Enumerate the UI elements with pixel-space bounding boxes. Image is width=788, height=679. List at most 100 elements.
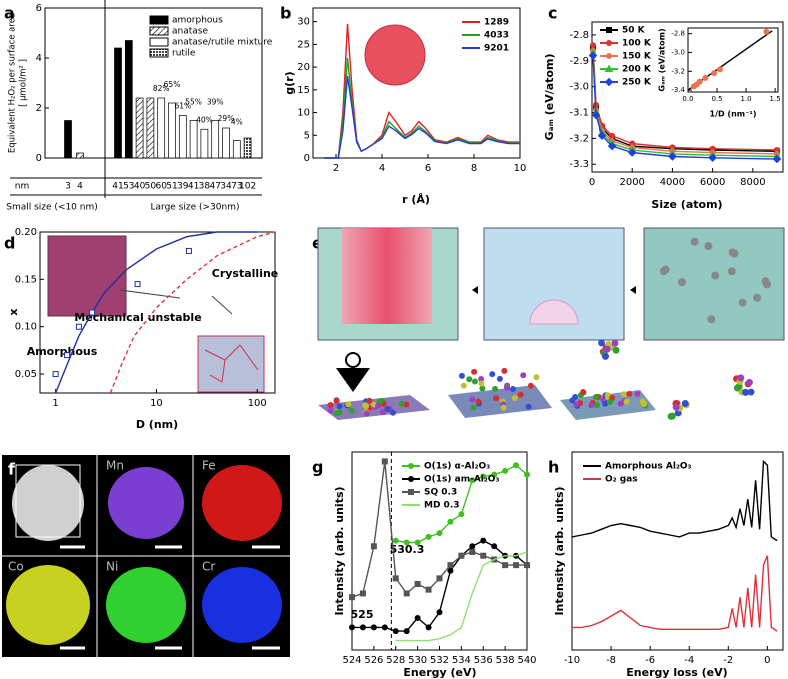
y-tick-label: 2	[36, 103, 42, 114]
y-tick-label: 0.20	[15, 227, 37, 238]
particle	[362, 402, 369, 409]
x-tick-label: 60	[155, 182, 167, 192]
particle	[503, 384, 510, 391]
marker	[708, 153, 717, 162]
series-line	[395, 551, 528, 642]
roi	[15, 464, 81, 538]
particle	[492, 385, 499, 392]
x-tick-label: 10	[514, 163, 527, 174]
bar	[76, 152, 84, 159]
marker	[381, 624, 388, 631]
x-tick-label: 34	[220, 182, 232, 192]
panel-label: b	[280, 4, 291, 23]
panel-label: h	[548, 458, 559, 477]
legend-swatch	[149, 37, 169, 47]
marker	[359, 590, 366, 597]
x-tick-label: 1	[52, 398, 58, 409]
legend-label: 1289	[484, 18, 509, 28]
marker	[436, 530, 443, 537]
bar	[124, 40, 133, 159]
x-tick-label: 530	[408, 655, 427, 666]
cluster-atom	[711, 271, 720, 280]
cluster-atom	[742, 388, 750, 396]
particle	[496, 375, 503, 382]
y-tick-label: 25	[297, 39, 310, 50]
particle	[511, 395, 518, 402]
map-label: Ni	[106, 560, 118, 574]
marker	[185, 247, 192, 254]
particle	[634, 391, 641, 398]
x-tick-label: 536	[474, 655, 493, 666]
pointer	[119, 289, 181, 299]
particle	[333, 397, 340, 404]
cr-map	[202, 567, 282, 643]
particle	[389, 409, 396, 416]
marker	[502, 467, 509, 474]
particles	[327, 237, 772, 420]
marker	[414, 614, 421, 621]
particle	[376, 398, 383, 405]
laser-beam	[342, 228, 432, 324]
series-line	[109, 231, 276, 394]
arrow	[630, 286, 636, 294]
y-tick-label: -3.4	[671, 86, 685, 94]
cluster-atom	[672, 403, 680, 411]
legend-marker	[408, 476, 414, 482]
cluster-atom	[727, 267, 736, 276]
marker	[414, 539, 421, 546]
marker	[370, 624, 377, 631]
legend-label: rutile	[172, 49, 196, 59]
legend-label: 50 K	[622, 26, 646, 36]
x-tick-label: 1.5	[770, 95, 781, 103]
amorphous-cube	[47, 235, 127, 317]
marker	[425, 533, 432, 540]
cluster-atom	[659, 267, 668, 276]
particle	[639, 398, 646, 405]
x-tick-label: 73	[231, 182, 242, 192]
zoom-arrow	[336, 368, 370, 392]
particle	[493, 395, 500, 402]
legend-label: 4033	[484, 31, 509, 41]
x-tick-label: 2000	[619, 177, 644, 188]
legend-label: O(1s) am-Al₂O₃	[424, 475, 499, 485]
pointer	[211, 295, 233, 315]
x-tick-label: 47	[209, 182, 220, 192]
x-tick-label: 50	[145, 182, 157, 192]
cluster-atom	[603, 345, 611, 353]
x-tick-label: 4000	[660, 177, 685, 188]
annotation: 530.3	[390, 543, 425, 556]
y-tick-label: 20	[297, 62, 310, 73]
x-tick-label: -2	[723, 655, 733, 666]
x-tick-label: 4	[379, 163, 385, 174]
x-tick-label: 0.5	[711, 95, 722, 103]
marker	[711, 70, 718, 77]
legend-marker	[606, 27, 612, 33]
marker	[381, 458, 388, 465]
y-tick-label: -3.1	[569, 108, 589, 119]
y-axis-label: Intensity (arb. units)	[553, 486, 566, 615]
marker	[458, 552, 465, 559]
y-axis-label: [ μmol/m² ]	[19, 59, 29, 107]
fe-map	[202, 465, 282, 541]
haadf-image	[12, 465, 84, 541]
x-tick-label: 102	[239, 182, 256, 192]
particle	[458, 372, 465, 379]
legend-label: 150 K	[622, 52, 652, 62]
particle	[336, 409, 343, 416]
bar	[222, 127, 230, 159]
particle	[517, 391, 524, 398]
x-tick-label: 41	[112, 182, 123, 192]
d-illustrations	[47, 235, 265, 393]
y-tick-label: 0.10	[15, 322, 37, 333]
marker	[491, 543, 498, 550]
group-label: Large size (>30nm)	[151, 203, 240, 213]
map-label: Fe	[202, 459, 216, 473]
plot-frame	[312, 7, 521, 159]
co-map	[6, 565, 90, 645]
y-tick-label: 0.05	[15, 369, 37, 380]
x-axis-label: Energy (eV)	[403, 666, 476, 679]
legend-label: amorphous	[172, 16, 223, 26]
data-label: 55%	[185, 98, 202, 107]
particle	[460, 382, 467, 389]
